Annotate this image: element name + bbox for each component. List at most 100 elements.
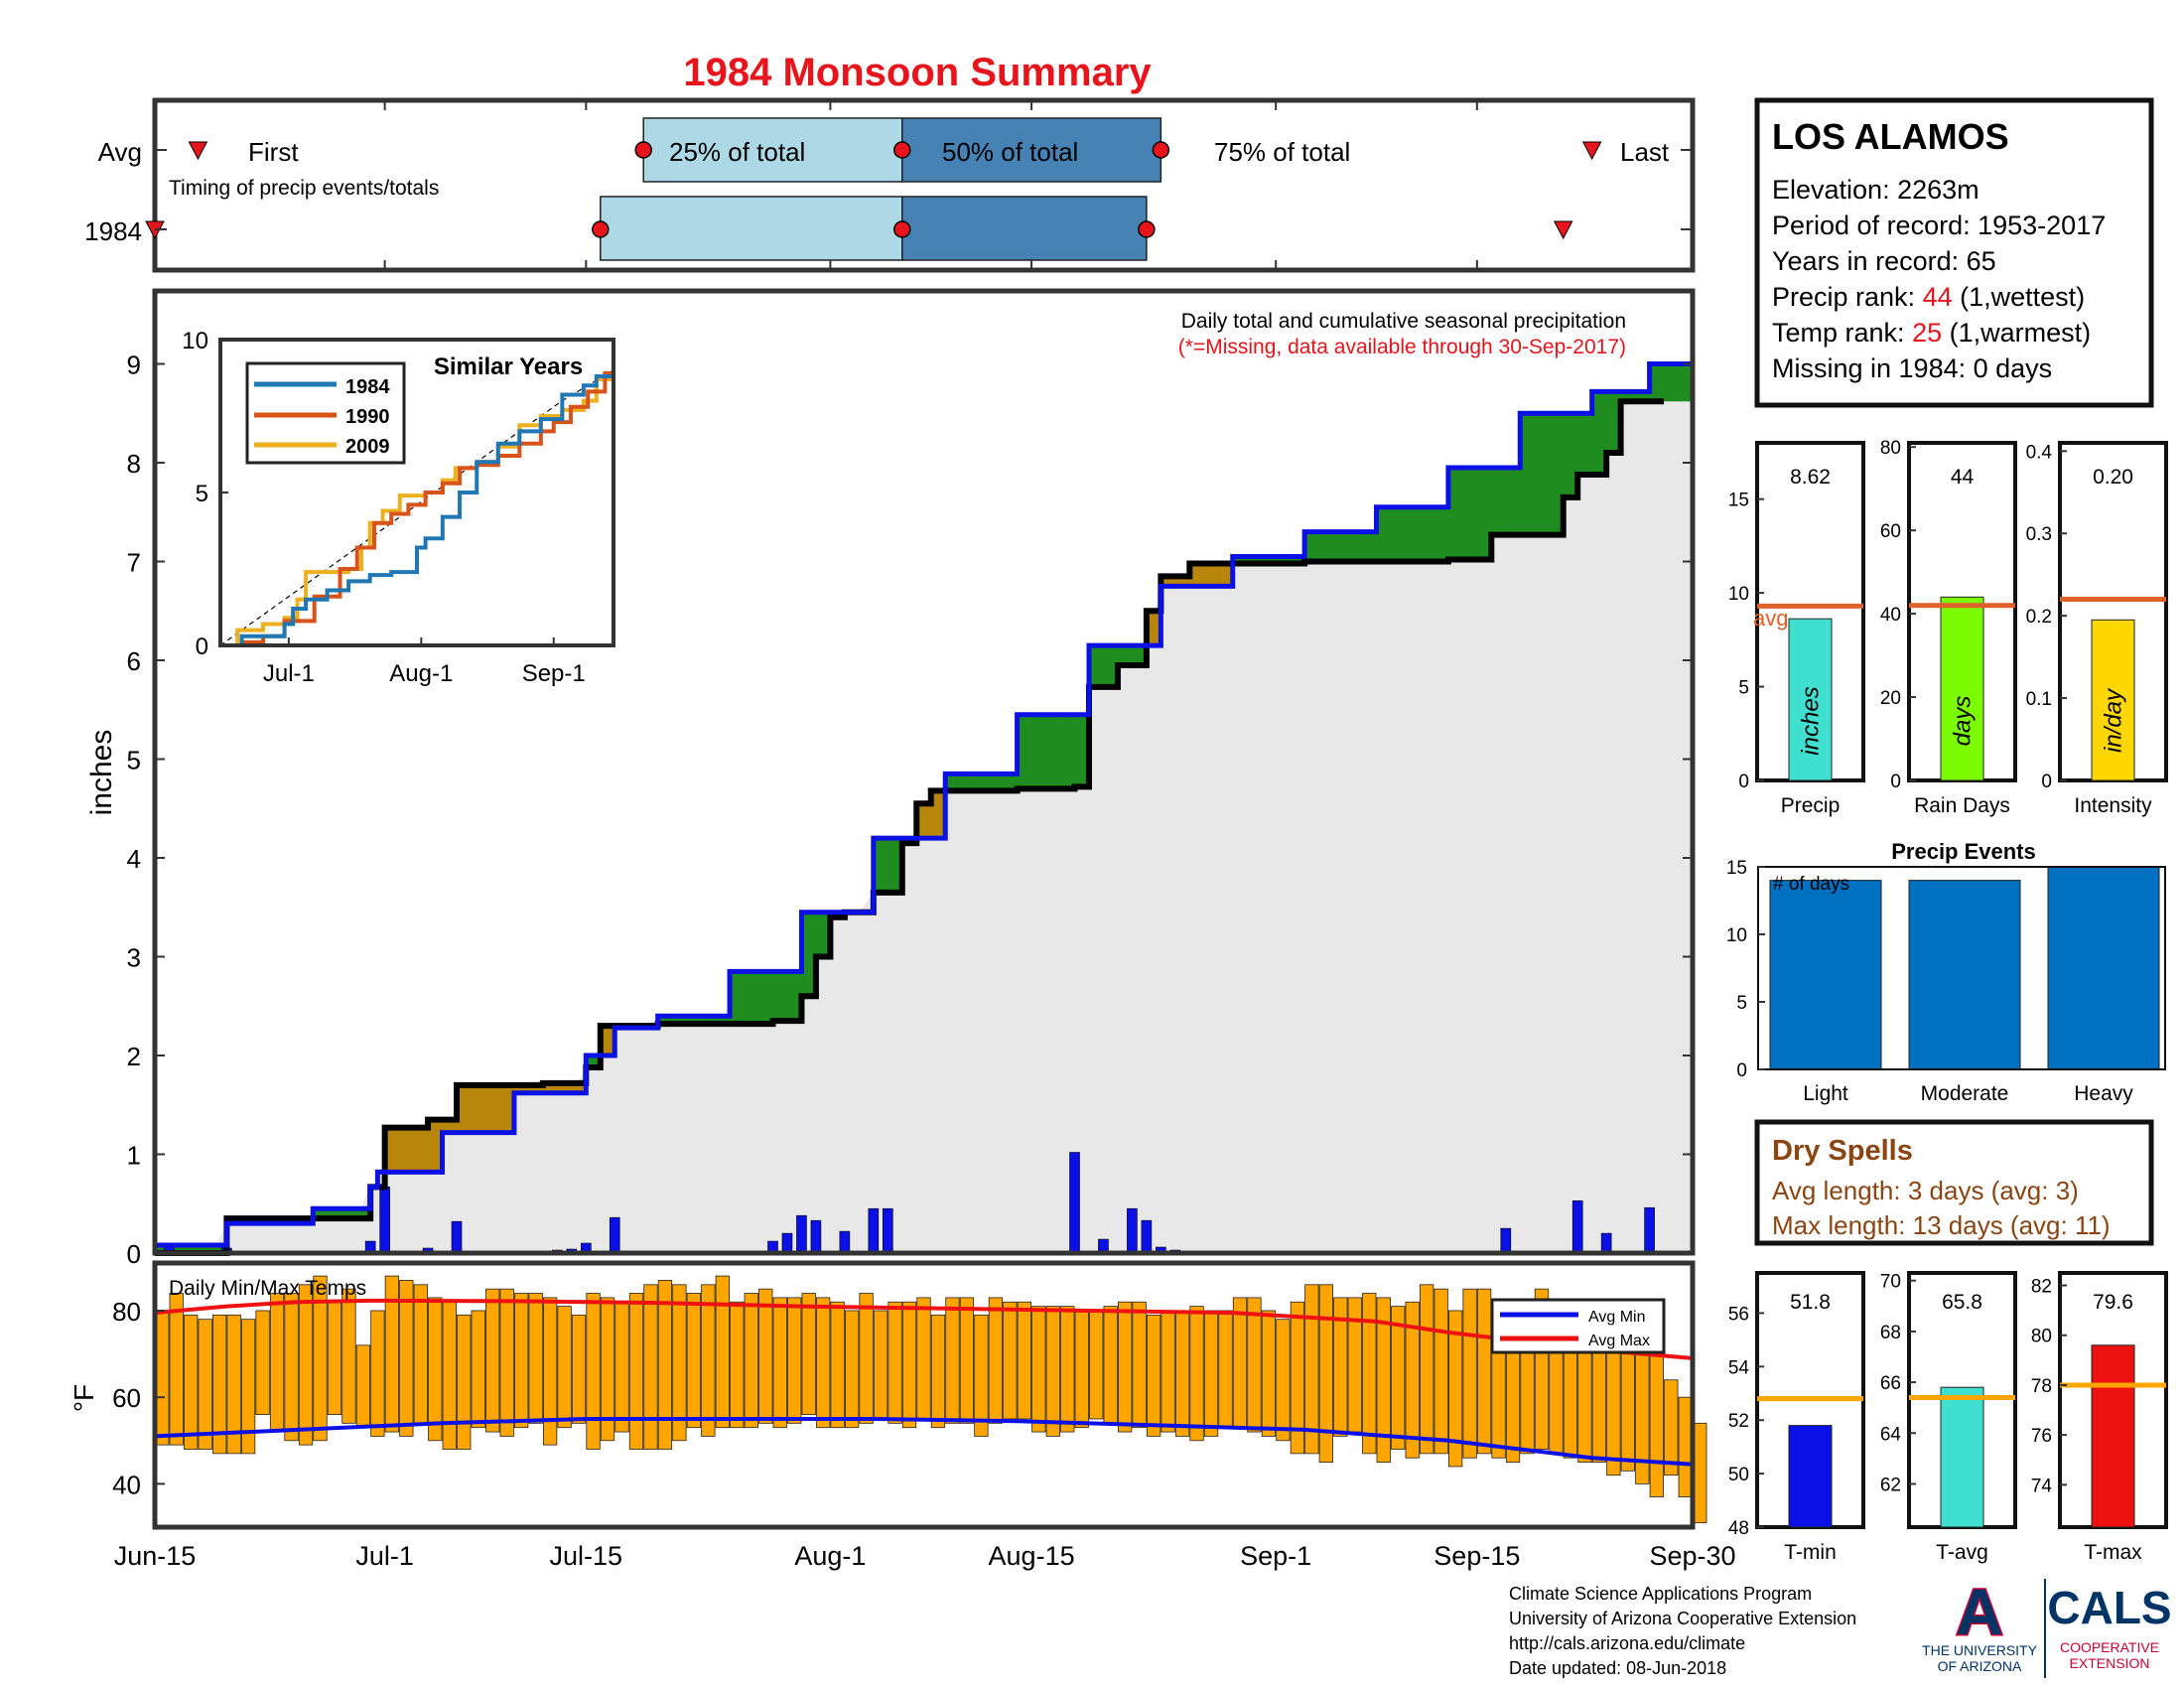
tmax-tick-label-76: 76 <box>2031 1426 2052 1447</box>
main-y-tick-label-7: 7 <box>127 548 141 578</box>
temp-range-bar-24 <box>499 1288 514 1437</box>
temp-range-bar-30 <box>586 1293 601 1450</box>
tavg-tick-label-66: 66 <box>1880 1373 1901 1394</box>
temp-range-bar-0 <box>155 1310 170 1446</box>
temp-range-bar-66 <box>1103 1306 1118 1424</box>
temp-range-bar-62 <box>1045 1306 1060 1437</box>
temp-range-bar-41 <box>744 1293 758 1429</box>
inset-line-1984 <box>220 369 615 647</box>
temp-range-bar-57 <box>974 1314 989 1437</box>
daily-precip-bar-5 <box>451 1220 463 1254</box>
x-tick-label-Sep-30: Sep-30 <box>1649 1541 1735 1571</box>
temp-range-bar-3 <box>198 1319 212 1450</box>
cumulative-avg-line <box>155 398 1665 1256</box>
temp-range-bar-46 <box>816 1297 831 1429</box>
footer-university: University of Arizona Cooperative Extens… <box>1509 1609 1856 1628</box>
avg-q50-q75-bar <box>901 117 1162 183</box>
temp-range-bar-58 <box>988 1297 1004 1424</box>
temp-range-bar-69 <box>1146 1314 1161 1437</box>
timing-row-avg-label: Avg <box>98 137 142 167</box>
daily-precip-bar-26 <box>1600 1232 1612 1254</box>
precip-tick-label-0: 0 <box>1738 772 1749 792</box>
year-above-avg-fill <box>1060 714 1076 789</box>
daily-precip-bar-3 <box>379 1187 390 1254</box>
year-above-avg-fill <box>1563 413 1578 497</box>
temp-range-bar-40 <box>730 1301 745 1429</box>
daily-precip-bar-25 <box>1571 1199 1583 1254</box>
year-above-avg-fill <box>1476 467 1492 560</box>
wetter-than-year-fill <box>484 1084 501 1133</box>
cumulative-base-area <box>155 401 1693 1253</box>
year-above-avg-fill <box>155 1245 171 1253</box>
year-q75-marker <box>1138 220 1156 238</box>
x-tick-label-Aug-1: Aug-1 <box>794 1541 866 1571</box>
temp-range-bar-52 <box>901 1301 917 1429</box>
year-above-avg-fill <box>715 1016 731 1025</box>
dry-spells-max: Max length: 13 days (avg: 11) <box>1772 1210 2111 1240</box>
q50-label: 50% of total <box>942 137 1078 167</box>
inset-plot-area <box>219 363 615 647</box>
station-missing: Missing in 1984: 0 days <box>1772 353 2052 383</box>
wetter-than-year-fill <box>528 1084 544 1093</box>
rain-bar <box>1940 596 1984 781</box>
temp-range-bar-26 <box>528 1293 543 1424</box>
event-bar-Light <box>1769 880 1882 1070</box>
year-above-avg-fill <box>1003 774 1019 791</box>
wetter-than-year-fill <box>542 1082 558 1093</box>
cals-sub-2: EXTENSION <box>2070 1655 2150 1671</box>
temp-range-bar-53 <box>916 1297 931 1420</box>
daily-precip-bar-12 <box>796 1214 807 1254</box>
year-above-avg-fill <box>988 774 1004 791</box>
temp-range-bar-90 <box>1447 1310 1463 1468</box>
tmin-value: 51.8 <box>1790 1291 1831 1314</box>
year-above-avg-fill <box>1390 506 1407 562</box>
year-above-avg-fill <box>313 1208 329 1219</box>
tmin-bar <box>1788 1425 1833 1528</box>
tavg-tick-label-62: 62 <box>1880 1475 1901 1495</box>
dry-spells-avg: Avg length: 3 days (avg: 3) <box>1772 1176 2079 1205</box>
temp-range-bar-19 <box>428 1297 443 1442</box>
year-above-avg-fill <box>1074 714 1090 787</box>
ua-logo: A THE UNIVERSITY OF ARIZONA <box>1922 1574 2038 1675</box>
year-above-avg-fill <box>1333 531 1349 562</box>
footer-url: http://cals.arizona.edu/climate <box>1509 1633 1745 1653</box>
last-label: Last <box>1620 137 1670 167</box>
temp-range-bar-80 <box>1304 1284 1319 1455</box>
temp-range-bar-8 <box>269 1293 285 1433</box>
temp-range-bar-28 <box>557 1306 572 1429</box>
x-tick-label-Jul-1: Jul-1 <box>355 1541 414 1571</box>
wetter-than-year-fill <box>413 1127 429 1173</box>
wetter-than-year-fill <box>557 1082 573 1093</box>
temp-summary-bars: 51.8 T-min 48 50 52 54 56 65.8 T-avg 62 64 66 68 70 79… <box>1728 1271 2168 1564</box>
temp-range-bar-4 <box>212 1314 227 1455</box>
temp-range-bar-61 <box>1031 1306 1046 1433</box>
wetter-than-year-fill <box>1160 576 1176 587</box>
year-above-avg-fill <box>1664 363 1680 402</box>
tmin-tick-label-48: 48 <box>1728 1518 1749 1539</box>
temp-range-bar-42 <box>758 1288 773 1424</box>
main-y-tick-label-4: 4 <box>127 844 141 874</box>
tmax-tick-label-74: 74 <box>2031 1476 2053 1496</box>
cals-wordmark: CALS <box>2047 1582 2171 1633</box>
event-label-Heavy: Heavy <box>2074 1082 2133 1105</box>
rain-value: 44 <box>1951 466 1975 489</box>
temp-range-bar-70 <box>1160 1310 1175 1433</box>
temp-daily-chart: 40 60 80 Daily Min/Max Temps °F Avg Min Av… <box>68 1260 1707 1530</box>
year-q50-marker <box>893 220 911 238</box>
daily-precip-bar-14 <box>839 1230 851 1254</box>
first-label: First <box>248 137 299 167</box>
timing-panel: Avg 1984 Timing of precip events/totals … <box>84 97 1696 273</box>
temp-caption: Daily Min/Max Temps <box>169 1277 366 1300</box>
timing-caption: Timing of precip events/totals <box>169 177 439 200</box>
year-above-avg-fill <box>744 971 759 1025</box>
tavg-value: 65.8 <box>1942 1291 1982 1314</box>
year-above-avg-fill <box>1678 363 1694 402</box>
tmax-value: 79.6 <box>2093 1291 2133 1314</box>
avg-q25-marker <box>634 141 652 159</box>
temp-range-bar-106 <box>1678 1396 1693 1497</box>
year-above-avg-fill <box>586 1055 602 1067</box>
year-above-avg-fill <box>758 971 774 1025</box>
daily-precip-bar-15 <box>868 1207 880 1254</box>
intensity-tick-label-0.4: 0.4 <box>2026 442 2053 463</box>
temp-range-bar-81 <box>1318 1284 1333 1463</box>
